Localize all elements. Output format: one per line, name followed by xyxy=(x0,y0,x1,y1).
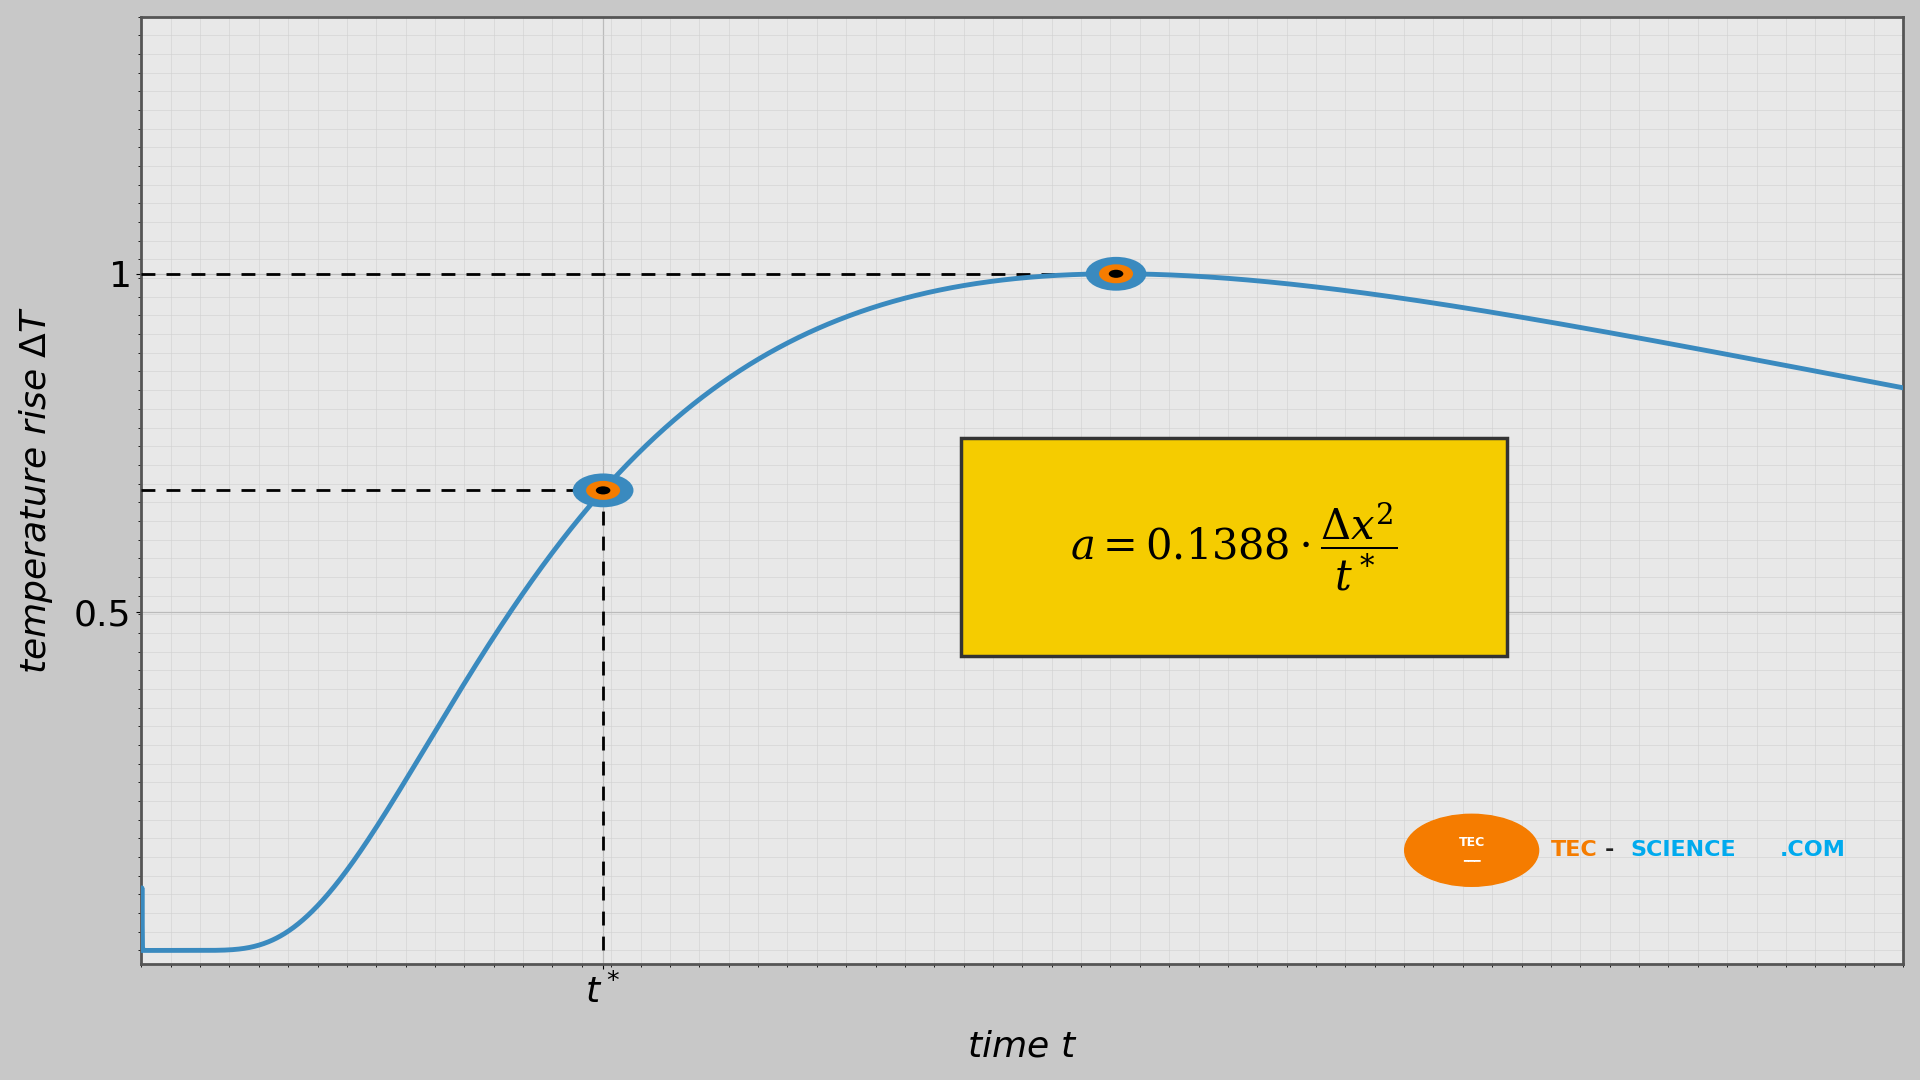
Text: .COM: .COM xyxy=(1780,840,1845,861)
Text: TEC: TEC xyxy=(1459,836,1484,849)
Circle shape xyxy=(1085,257,1146,291)
X-axis label: time $t$: time $t$ xyxy=(968,1029,1077,1064)
Circle shape xyxy=(586,481,620,500)
Text: $a=0.1388\cdot\dfrac{\Delta x^2}{t^*}$: $a=0.1388\cdot\dfrac{\Delta x^2}{t^*}$ xyxy=(1069,501,1398,594)
Y-axis label: temperature rise $\Delta T$: temperature rise $\Delta T$ xyxy=(17,307,54,674)
Circle shape xyxy=(572,473,634,508)
Text: ━━━: ━━━ xyxy=(1463,854,1480,865)
Circle shape xyxy=(595,486,611,495)
Text: SCIENCE: SCIENCE xyxy=(1630,840,1736,861)
Text: -: - xyxy=(1605,840,1615,861)
Circle shape xyxy=(1098,265,1133,283)
FancyBboxPatch shape xyxy=(960,438,1507,656)
Circle shape xyxy=(1108,270,1123,278)
Circle shape xyxy=(1405,814,1538,887)
Text: TEC: TEC xyxy=(1551,840,1597,861)
